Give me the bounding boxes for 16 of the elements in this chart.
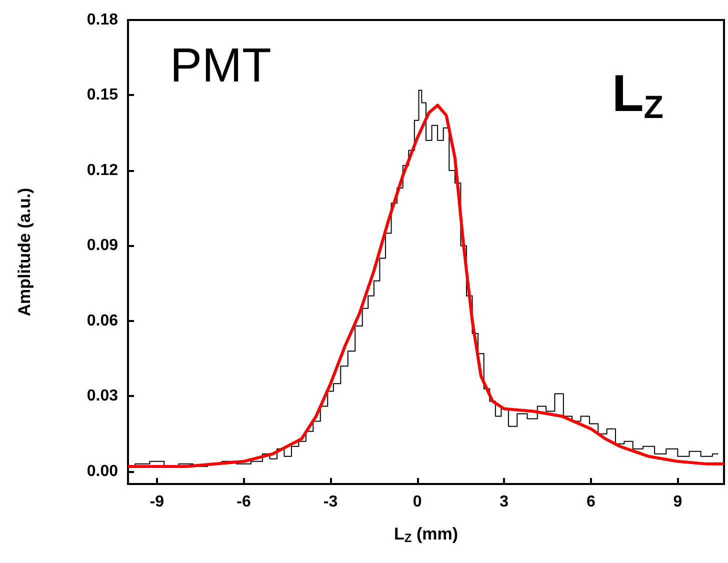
y-tick-label: 0.18 [86,12,118,28]
y-tick-label: 0.03 [86,388,118,405]
y-tick-label: 0.15 [86,86,118,104]
y-tick-label: 0.09 [86,237,118,254]
y-tick-label: 0.06 [86,312,118,330]
x-tick-label: 3 [500,494,509,510]
annotation: PMT [170,40,272,92]
y-tick-label: 0.12 [86,162,118,179]
y-axis-title: Amplitude (a.u.) [15,188,34,316]
y-tick-label: 0.00 [86,462,118,480]
x-tick-label: 9 [673,494,682,510]
x-tick-label: -6 [236,494,251,510]
x-tick-label: -3 [323,494,338,510]
x-tick-label: 6 [586,494,596,510]
x-tick-label: 0 [412,494,422,510]
x-tick-label: -9 [150,494,164,510]
